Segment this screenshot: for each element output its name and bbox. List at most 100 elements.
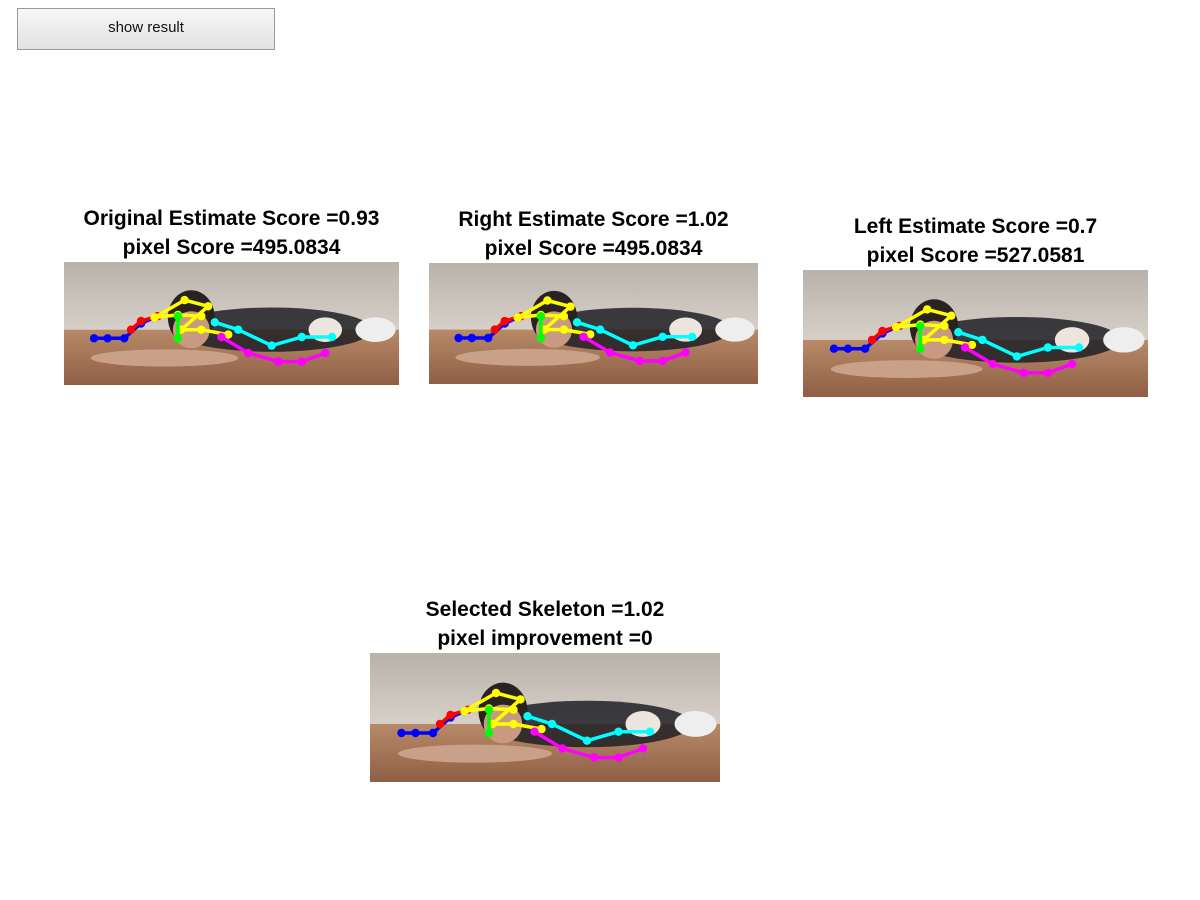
- joint-dot: [150, 313, 159, 322]
- person-shoe: [715, 317, 755, 342]
- joint-dot: [537, 724, 546, 734]
- joint-dot: [829, 344, 839, 353]
- joint-dot: [500, 316, 509, 326]
- selected-skeleton-panel: Selected Skeleton =1.02 pixel improvemen…: [370, 595, 720, 782]
- joint-dot: [605, 348, 615, 357]
- joint-dot: [878, 326, 887, 336]
- joint-dot: [180, 295, 189, 305]
- joint-dot: [543, 296, 552, 305]
- selected-pixel-improvement: pixel improvement =0: [437, 627, 653, 650]
- joint-dot: [516, 695, 525, 704]
- joint-dot: [628, 341, 638, 350]
- yellow-limb: [894, 307, 974, 347]
- person-arms: [830, 360, 983, 378]
- joint-dot: [203, 302, 213, 311]
- joint-dot: [688, 332, 697, 341]
- joint-dot: [274, 357, 283, 366]
- joint-dot: [467, 333, 476, 343]
- joint-dot: [397, 728, 406, 738]
- joint-dot: [916, 344, 925, 353]
- right-pixel-score: pixel Score =495.0834: [484, 237, 703, 260]
- joint-dot: [954, 328, 963, 337]
- left-estimate-panel: Left Estimate Score =0.7 pixel Score =52…: [803, 212, 1148, 397]
- left-pixel-score: pixel Score =527.0581: [866, 244, 1085, 267]
- original-pixel-score: pixel Score =495.0834: [122, 236, 341, 259]
- joint-dot: [658, 332, 667, 341]
- right-estimate-panel: Right Estimate Score =1.02 pixel Score =…: [429, 205, 758, 384]
- joint-dot: [940, 321, 949, 331]
- joint-dot: [1067, 359, 1077, 369]
- joint-dot: [614, 753, 623, 762]
- joint-dot: [635, 356, 644, 366]
- joint-dot: [1019, 368, 1028, 378]
- joint-dot: [586, 330, 595, 339]
- joint-dot: [558, 744, 567, 753]
- joint-dot: [484, 705, 494, 714]
- joint-dot: [867, 335, 877, 345]
- joint-dot: [860, 344, 870, 353]
- joint-dot: [411, 728, 420, 738]
- joint-dot: [197, 325, 206, 334]
- selected-skeleton-score: Selected Skeleton =1.02: [425, 598, 665, 621]
- joint-dot: [645, 727, 655, 736]
- left-estimate-score: Left Estimate Score =0.7: [853, 215, 1098, 238]
- original-estimate-score: Original Estimate Score =0.93: [83, 207, 380, 230]
- joint-dot: [173, 311, 183, 321]
- joint-dot: [1043, 368, 1053, 378]
- joint-dot: [224, 330, 233, 339]
- joint-dot: [681, 348, 690, 357]
- joint-dot: [536, 312, 546, 321]
- original-estimate-image: [64, 262, 399, 385]
- joint-dot: [572, 318, 582, 327]
- joint-dot: [988, 359, 997, 369]
- joint-dot: [197, 311, 206, 321]
- joint-dot: [530, 727, 539, 736]
- joint-dot: [484, 333, 493, 343]
- yellow-limb: [462, 691, 544, 731]
- left-estimate-image: [803, 270, 1148, 397]
- joint-dot: [595, 325, 605, 334]
- person-arms: [90, 349, 239, 367]
- yellow-limb: [516, 298, 592, 337]
- joint-dot: [566, 302, 575, 311]
- joint-dot: [892, 322, 901, 332]
- joint-dot: [523, 712, 532, 721]
- joint-dot: [638, 744, 648, 753]
- person-arms: [455, 348, 601, 366]
- joint-dot: [940, 335, 949, 345]
- joint-dot: [614, 727, 623, 736]
- joint-dot: [428, 728, 438, 738]
- show-result-button[interactable]: show result: [17, 8, 275, 50]
- joint-dot: [1012, 352, 1022, 361]
- joint-dot: [947, 311, 956, 320]
- joint-dot: [297, 332, 306, 342]
- joint-dot: [967, 340, 977, 350]
- joint-dot: [327, 332, 337, 342]
- joint-dot: [267, 341, 276, 350]
- joint-dot: [547, 719, 557, 729]
- joint-dot: [509, 719, 518, 729]
- joint-dot: [435, 719, 445, 729]
- person-shoe: [1103, 327, 1145, 353]
- joint-dot: [297, 357, 306, 366]
- joint-dot: [126, 325, 136, 334]
- person-shoe: [355, 317, 396, 342]
- joint-dot: [446, 710, 455, 720]
- selected-skeleton-image: [370, 653, 720, 782]
- joint-dot: [589, 753, 599, 762]
- joint-dot: [460, 706, 469, 716]
- joint-dot: [234, 325, 243, 334]
- joint-dot: [454, 333, 463, 343]
- joint-dot: [1074, 343, 1084, 352]
- joint-dot: [658, 356, 667, 366]
- right-estimate-score: Right Estimate Score =1.02: [458, 208, 729, 231]
- right-estimate-image: [429, 263, 758, 384]
- joint-dot: [1043, 343, 1053, 352]
- joint-dot: [843, 344, 853, 353]
- joint-dot: [321, 348, 330, 358]
- joint-dot: [513, 313, 522, 322]
- joint-dot: [916, 321, 925, 331]
- joint-dot: [536, 333, 546, 343]
- joint-dot: [509, 705, 518, 714]
- joint-dot: [559, 325, 569, 334]
